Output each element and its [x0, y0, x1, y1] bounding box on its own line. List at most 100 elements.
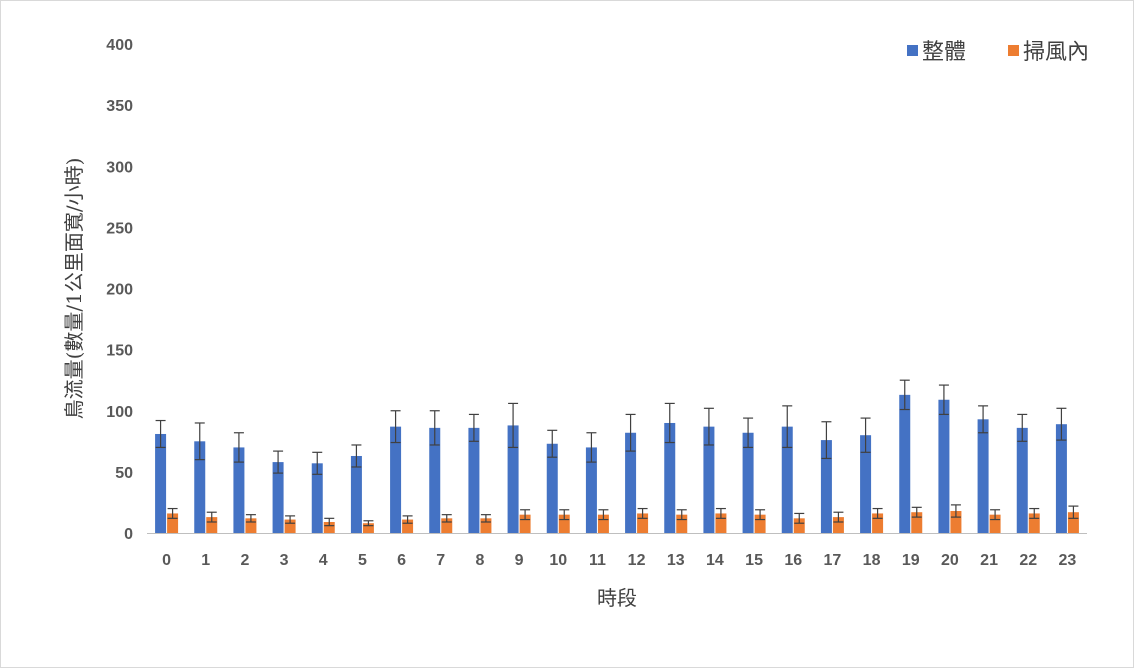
bar-swept-14: [715, 513, 727, 533]
bar-swept-10: [558, 514, 570, 533]
x-tick-label: 23: [1059, 552, 1077, 569]
error-bar: [676, 509, 687, 521]
bar-swept-0: [167, 513, 179, 533]
error-bar: [911, 506, 922, 518]
bar-swept-13: [676, 514, 688, 533]
error-bar: [938, 384, 949, 416]
y-tick-label: 300: [106, 159, 133, 176]
legend-label-swept: 掃風內: [1023, 40, 1089, 65]
error-bar: [351, 444, 362, 468]
legend-label-overall: 整體: [922, 40, 966, 65]
error-bar: [586, 432, 597, 463]
error-bar: [1029, 507, 1040, 519]
y-axis-title: 鳥流量(數量/1公里面寬/小時): [62, 158, 86, 420]
error-bar: [312, 451, 323, 475]
bar-overall-8: [468, 427, 480, 533]
error-bar: [637, 507, 648, 519]
bar-overall-19: [899, 394, 911, 533]
bar-swept-17: [832, 517, 844, 533]
bar-swept-4: [323, 521, 335, 533]
error-bar: [480, 514, 491, 523]
bar-overall-3: [272, 462, 284, 533]
error-bar: [324, 517, 335, 527]
bar-overall-18: [860, 435, 872, 533]
error-bar: [285, 515, 296, 524]
x-tick-label: 2: [240, 552, 249, 569]
error-bar: [390, 410, 401, 444]
bar-swept-3: [284, 519, 296, 533]
bar-swept-19: [911, 512, 923, 533]
bar-swept-1: [206, 517, 218, 533]
bar-overall-11: [585, 447, 597, 533]
y-tick-label: 250: [106, 220, 133, 237]
bar-overall-17: [820, 440, 832, 533]
bar-swept-8: [480, 518, 492, 533]
bar-overall-12: [625, 432, 637, 533]
x-tick-label: 7: [436, 552, 445, 569]
y-axis-ticks: 0 50 100 150 200 250 300 350 400: [106, 37, 133, 543]
bar-overall-20: [938, 399, 950, 533]
error-bar: [794, 512, 805, 524]
error-bar: [833, 511, 844, 523]
y-tick-label: 150: [106, 343, 133, 360]
error-bars: [155, 379, 1079, 527]
x-tick-label: 5: [358, 552, 367, 569]
x-tick-label: 15: [745, 552, 763, 569]
x-tick-label: 13: [667, 552, 685, 569]
x-axis-ticks: 0 1 2 3 4 5 6 7 8 9 10 11 12 13 14 15 16 17 18 19 20 21 22 23: [162, 552, 1076, 569]
legend-swatch-overall: [907, 45, 918, 56]
legend: 整體 掃風內: [907, 40, 1089, 65]
error-bar: [715, 507, 726, 519]
bar-overall-16: [781, 426, 793, 533]
error-bar: [860, 417, 871, 453]
bar-overall-9: [507, 425, 519, 533]
error-bar: [559, 509, 570, 521]
error-bar: [598, 509, 609, 521]
error-bar: [782, 405, 793, 449]
bar-overall-2: [233, 447, 245, 533]
error-bar: [1017, 413, 1028, 442]
x-tick-label: 14: [706, 552, 724, 569]
x-tick-label: 0: [162, 552, 171, 569]
bar-swept-22: [1028, 513, 1040, 533]
x-tick-label: 21: [980, 552, 998, 569]
x-axis-title: 時段: [597, 586, 637, 610]
bar-swept-16: [793, 518, 805, 533]
bar-overall-13: [664, 422, 676, 533]
bar-swept-18: [872, 513, 884, 533]
y-tick-label: 350: [106, 98, 133, 115]
x-tick-label: 1: [201, 552, 210, 569]
bar-overall-10: [546, 443, 558, 533]
error-bar: [194, 422, 205, 461]
bar-swept-23: [1067, 512, 1079, 533]
x-tick-label: 3: [280, 552, 289, 569]
error-bar: [233, 432, 244, 463]
error-bar: [273, 450, 284, 474]
error-bar: [155, 419, 166, 449]
bar-overall-22: [1016, 427, 1028, 533]
y-tick-label: 400: [106, 37, 133, 54]
bar-swept-21: [989, 514, 1001, 533]
error-bar: [206, 511, 217, 523]
x-tick-label: 4: [319, 552, 328, 569]
error-bar: [755, 509, 766, 521]
x-tick-label: 17: [824, 552, 842, 569]
x-tick-label: 16: [784, 552, 802, 569]
bar-swept-7: [441, 518, 453, 533]
x-tick-label: 6: [397, 552, 406, 569]
bar-overall-1: [194, 441, 206, 533]
bar-swept-15: [754, 514, 766, 533]
bar-overall-6: [390, 426, 402, 533]
x-tick-label: 9: [515, 552, 524, 569]
bars: [155, 394, 1079, 533]
error-bar: [1056, 407, 1067, 441]
legend-swatch-swept: [1008, 45, 1019, 56]
bar-swept-12: [637, 513, 649, 533]
x-tick-label: 10: [549, 552, 567, 569]
bar-swept-20: [950, 510, 962, 533]
bar-swept-2: [245, 518, 257, 533]
error-bar: [821, 421, 832, 460]
bar-overall-5: [350, 455, 362, 533]
